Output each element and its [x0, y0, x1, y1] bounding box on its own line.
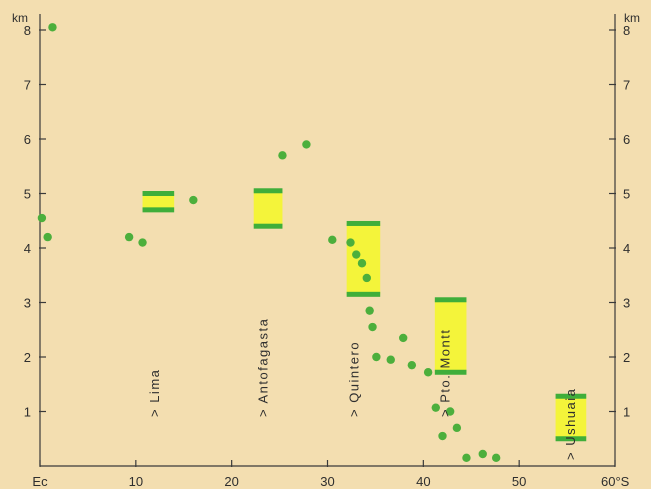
data-points — [37, 23, 501, 463]
y-axis-unit-right: km — [624, 11, 640, 25]
range-box-1 — [253, 190, 283, 227]
data-point-21 — [438, 431, 447, 441]
data-point-6 — [278, 151, 287, 160]
data-point-14 — [368, 322, 377, 332]
y-tick-label-right-3: 3 — [623, 296, 630, 311]
x-tick-label-60: 60°S — [601, 474, 630, 489]
y-tick-label-left-1: 1 — [24, 405, 31, 420]
data-point-19 — [423, 368, 433, 377]
range-box-2 — [346, 223, 381, 295]
y-tick-label-left-3: 3 — [24, 296, 31, 311]
data-point-23 — [452, 423, 462, 433]
data-point-13 — [365, 306, 374, 315]
city-label-4: > Ushuaia — [563, 388, 578, 460]
data-point-17 — [399, 333, 408, 343]
data-point-20 — [431, 403, 440, 412]
data-point-2 — [43, 232, 52, 242]
data-point-0 — [48, 23, 57, 32]
city-label-3: > Pto. Montt — [437, 329, 452, 417]
x-tick-label-20: 20 — [224, 474, 238, 489]
y-tick-label-left-2: 2 — [24, 350, 31, 365]
y-tick-label-left-5: 5 — [24, 187, 31, 202]
x-tick-label-0: Ec — [32, 474, 48, 489]
data-point-9 — [346, 238, 355, 247]
city-label-1: > Antofagasta — [255, 318, 270, 417]
city-label-0: > Lima — [147, 369, 162, 417]
x-tick-label-30: 30 — [320, 474, 334, 489]
data-point-18 — [407, 360, 417, 370]
y-tick-label-right-1: 1 — [623, 405, 630, 420]
range-bottom-bar-2 — [346, 291, 381, 297]
range-bottom-bar-0 — [142, 207, 175, 213]
x-tick-label-50: 50 — [512, 474, 526, 489]
city-label-2: > Quintero — [346, 341, 361, 417]
range-top-bar-2 — [346, 220, 381, 226]
y-tick-label-left-4: 4 — [24, 241, 31, 256]
data-point-7 — [302, 140, 311, 149]
range-top-bar-1 — [253, 188, 283, 194]
range-box-3 — [434, 299, 467, 373]
y-tick-label-left-7: 7 — [24, 78, 31, 93]
y-axis-unit-left: km — [12, 11, 28, 25]
range-bars — [142, 188, 587, 442]
data-point-10 — [352, 250, 361, 259]
range-bottom-bar-1 — [253, 223, 283, 229]
range-box-4 — [555, 396, 587, 439]
y-tick-label-left-8: 8 — [24, 23, 31, 38]
range-bottom-bar-4 — [555, 436, 587, 442]
data-point-11 — [357, 259, 367, 268]
y-tick-label-left-6: 6 — [24, 132, 31, 147]
data-point-12 — [362, 273, 371, 283]
axis-ticks: 1 1 2 2 3 3 4 4 5 5 6 6 7 7 8 8 Ec 10 20 30 40 50 60°S — [24, 23, 630, 489]
range-top-bar-4 — [555, 393, 587, 399]
range-bottom-bar-3 — [434, 369, 467, 375]
data-point-5 — [189, 195, 198, 205]
y-tick-label-right-6: 6 — [623, 132, 630, 147]
y-tick-label-right-8: 8 — [623, 23, 630, 38]
data-point-15 — [372, 352, 381, 362]
y-tick-label-right-4: 4 — [623, 241, 630, 256]
x-tick-label-40: 40 — [416, 474, 430, 489]
range-top-bar-3 — [434, 297, 467, 303]
range-box-0 — [142, 193, 175, 210]
data-point-24 — [462, 453, 471, 463]
data-point-22 — [445, 407, 455, 416]
y-tick-label-right-5: 5 — [623, 187, 630, 202]
range-top-bar-0 — [142, 191, 175, 196]
data-point-8 — [328, 235, 337, 245]
y-tick-label-right-2: 2 — [623, 350, 630, 365]
city-labels: > Lima > Antofagasta > Quintero > Pto. Mont… — [147, 318, 578, 460]
data-point-4 — [138, 238, 147, 247]
y-tick-label-right-7: 7 — [623, 78, 630, 93]
x-tick-label-10: 10 — [129, 474, 143, 489]
data-point-26 — [491, 453, 501, 463]
data-point-16 — [386, 355, 395, 364]
data-point-25 — [478, 449, 487, 459]
data-point-3 — [124, 232, 134, 242]
data-point-1 — [37, 213, 47, 223]
